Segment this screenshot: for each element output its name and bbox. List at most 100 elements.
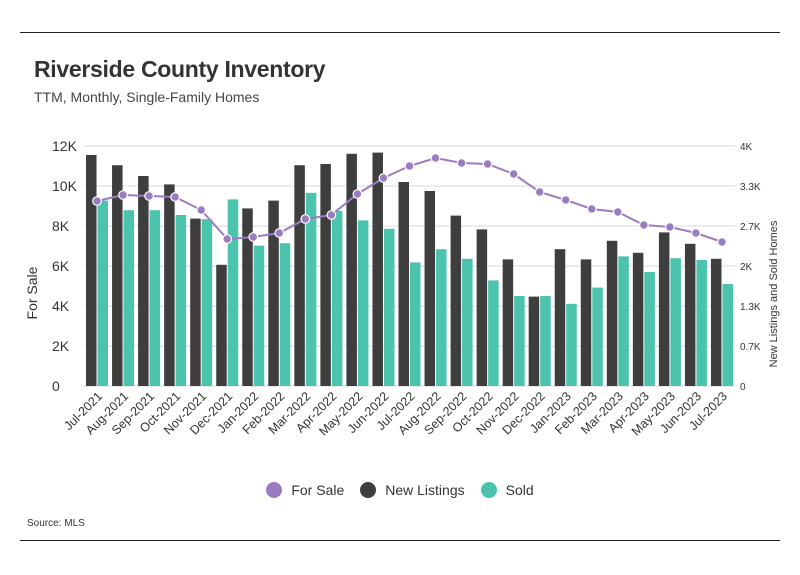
bar-sold	[253, 245, 265, 386]
y-axis-label: For Sale	[24, 266, 40, 319]
top-rule	[20, 32, 780, 33]
bottom-rule	[20, 540, 780, 541]
bar-sold	[540, 296, 551, 386]
bar-new-listings	[606, 240, 618, 386]
bar-new-listings	[190, 218, 201, 386]
y2-tick-label: 4K	[740, 142, 753, 153]
bar-new-listings	[450, 215, 462, 386]
bar-sold	[175, 215, 187, 386]
legend-item-sold: Sold	[480, 482, 534, 498]
bar-new-listings	[372, 152, 383, 386]
bar-new-listings	[112, 165, 123, 386]
bar-sold	[462, 258, 473, 386]
chart-subtitle: TTM, Monthly, Single-Family Homes	[34, 89, 260, 105]
legend-swatch-new-listings	[360, 482, 377, 498]
for-sale-point	[691, 228, 701, 238]
bar-sold	[514, 296, 525, 386]
bar-sold	[227, 199, 239, 386]
for-sale-point	[196, 205, 207, 215]
y2-axis-label: New Listings and Sold Homes	[768, 220, 780, 367]
bar-new-listings	[216, 264, 227, 386]
legend: For Sale New Listings Sold	[0, 482, 800, 498]
for-sale-point	[92, 196, 102, 206]
y-tick-label: 4K	[52, 298, 70, 314]
bar-new-listings	[554, 249, 566, 386]
for-sale-point	[118, 190, 128, 200]
bar-sold	[305, 192, 317, 386]
bars	[86, 152, 733, 386]
y-tick-label: 2K	[52, 338, 70, 354]
bar-sold	[722, 284, 733, 386]
bar-sold	[644, 272, 655, 386]
bar-sold	[201, 219, 213, 386]
for-sale-point	[508, 169, 519, 179]
bar-new-listings	[320, 164, 331, 386]
y2-tick-label: 3.3K	[740, 182, 761, 193]
for-sale-point	[144, 191, 155, 201]
bar-sold	[331, 210, 343, 386]
bar-sold	[410, 262, 421, 386]
legend-swatch-for-sale	[266, 482, 283, 498]
for-sale-point	[534, 187, 545, 197]
legend-item-for-sale: For Sale	[266, 482, 344, 498]
y-tick-label: 6K	[52, 258, 70, 274]
y2-tick-label: 0	[740, 382, 746, 393]
legend-label-sold: Sold	[505, 482, 534, 498]
bar-new-listings	[346, 153, 357, 386]
for-sale-point	[274, 228, 285, 238]
y2-tick-label: 1.3K	[740, 302, 761, 313]
bar-sold	[566, 303, 577, 386]
bar-new-listings	[580, 259, 592, 386]
bar-new-listings	[164, 184, 175, 386]
for-sale-point	[326, 210, 337, 220]
for-sale-point	[717, 237, 727, 247]
y-tick-label: 0	[52, 378, 60, 394]
bar-sold	[279, 243, 291, 386]
for-sale-line	[92, 153, 727, 247]
bar-sold	[488, 280, 499, 386]
y2-tick-label: 2.7K	[740, 222, 761, 233]
bar-new-listings	[424, 191, 436, 386]
bar-new-listings	[86, 155, 97, 386]
bar-sold	[357, 220, 369, 386]
y2-tick-label: 0.7K	[740, 342, 761, 353]
for-sale-point	[482, 159, 493, 169]
bar-new-listings	[294, 165, 305, 386]
y-tick-label: 8K	[52, 218, 70, 234]
bar-new-listings	[632, 252, 644, 386]
bar-sold	[436, 249, 447, 386]
bar-new-listings	[502, 259, 514, 386]
for-sale-point	[456, 158, 467, 168]
bar-new-listings	[398, 182, 409, 386]
bar-new-listings	[710, 258, 722, 386]
bar-new-listings	[528, 296, 540, 386]
bar-new-listings	[242, 208, 253, 386]
for-sale-point	[638, 220, 649, 230]
bar-sold	[696, 260, 707, 386]
for-sale-point	[378, 173, 389, 183]
for-sale-point	[352, 189, 363, 199]
bar-new-listings	[658, 232, 670, 386]
bar-new-listings	[268, 200, 279, 386]
y-tick-label: 12K	[52, 138, 78, 154]
bar-sold	[383, 228, 395, 386]
bar-sold	[97, 200, 109, 386]
for-sale-point	[222, 234, 233, 244]
for-sale-point	[248, 232, 259, 242]
y-tick-label: 10K	[52, 178, 78, 194]
for-sale-point	[586, 204, 597, 214]
legend-label-new-listings: New Listings	[385, 482, 465, 498]
bar-new-listings	[684, 243, 696, 386]
legend-item-new-listings: New Listings	[360, 482, 465, 498]
y2-tick-label: 2K	[740, 262, 753, 273]
for-sale-point	[560, 195, 571, 205]
for-sale-point	[170, 192, 181, 202]
chart-title: Riverside County Inventory	[34, 56, 326, 82]
bar-sold	[123, 210, 135, 386]
legend-swatch-sold	[480, 482, 497, 498]
legend-label-for-sale: For Sale	[291, 482, 345, 498]
for-sale-point	[300, 214, 311, 224]
bar-new-listings	[138, 176, 149, 386]
bar-new-listings	[476, 229, 488, 386]
source-note: Source: MLS	[27, 518, 85, 529]
